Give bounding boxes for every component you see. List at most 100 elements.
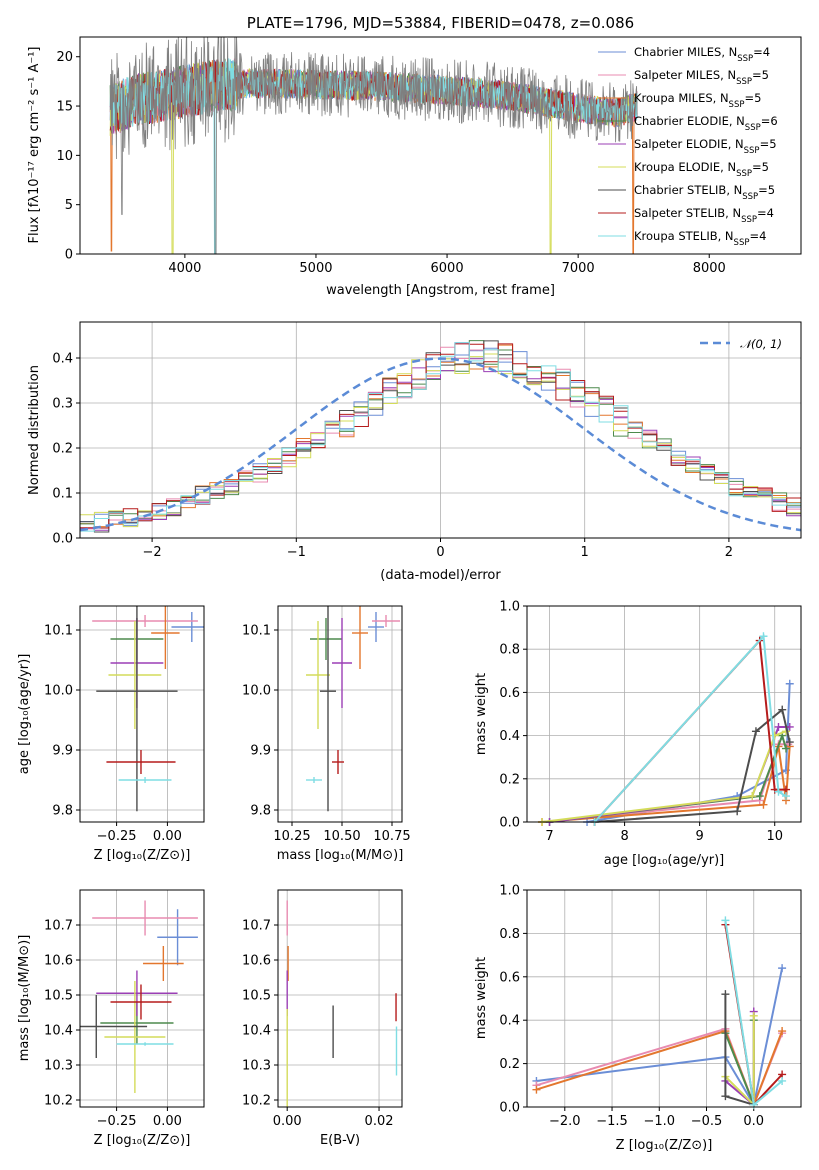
weight-vs-age-panel: 7 8 9 10 0.0 0.2 0.4 0.6 0.8 1.0 age [log₁₀(age/yr… (474, 600, 802, 868)
series-marker (781, 792, 790, 801)
residuals-panel: −2 −1 0 1 2 0.0 0.1 0.2 0.3 0.4 (data-model)/error… (27, 321, 802, 583)
spectrum-xtick-label: 7000 (562, 261, 595, 276)
age-vs-Z-ylabel: age [log₁₀(age/yr)] (17, 654, 32, 775)
weight-vs-age-ytick-label: 0.6 (499, 686, 520, 701)
mass-vs-EBV-ytick-label: 10.6 (242, 954, 271, 969)
weight-vs-age-xtick-label: 10 (766, 829, 783, 844)
legend-entry: Salpeter MILES, NSSP=5 (634, 68, 769, 87)
legend-entry: Chabrier STELIB, NSSP=5 (634, 183, 775, 202)
series-line (593, 633, 787, 823)
normal-curve-line (80, 357, 801, 532)
residuals-xlabel: (data-model)/error (380, 568, 501, 583)
mass-vs-EBV-ytick-label: 10.3 (242, 1059, 271, 1074)
legend-entry: Chabrier ELODIE, NSSP=6 (634, 114, 778, 133)
mass-vs-EBV-ytick-label: 10.4 (242, 1024, 271, 1039)
series-marker (759, 632, 768, 641)
age-vs-mass-ytick-label: 9.9 (250, 744, 271, 759)
weight-vs-age-frame (526, 605, 802, 823)
residuals-histogram (80, 347, 801, 538)
series-marker (751, 727, 760, 736)
age-vs-Z-points (92, 606, 204, 812)
age-vs-mass-frame (277, 605, 403, 823)
weight-vs-age-ytick-label: 0.8 (499, 643, 520, 658)
age-vs-Z-xtick-label: −0.25 (97, 829, 137, 844)
age-vs-mass-ytick-label: 10.0 (242, 684, 271, 699)
age-vs-Z-xlabel: Z [log₁₀(Z/Z⊙)] (94, 848, 191, 863)
weight-vs-Z-ytick-label: 0.4 (499, 1014, 520, 1029)
weight-vs-Z-xtick-label: −2.0 (549, 1114, 581, 1129)
age-vs-Z-ytick-label: 9.8 (52, 804, 73, 819)
weight-vs-age-ytick-label: 0.2 (499, 772, 520, 787)
mass-vs-EBV-frame (277, 889, 403, 1108)
spectrum-observed-line (109, 37, 638, 254)
weight-vs-age-ytick-label: 0.0 (499, 816, 520, 831)
series-marker (721, 990, 730, 999)
series-marker (532, 1085, 541, 1094)
weight-vs-Z-ytick-label: 0.0 (499, 1101, 520, 1116)
age-vs-mass-panel: 10.25 10.50 10.75 9.8 9.9 10.0 10.1 mass [log₁₀… (242, 605, 411, 863)
residuals-xtick-label: 2 (725, 545, 733, 560)
mass-vs-Z-points (80, 900, 198, 1093)
series-marker (774, 787, 783, 796)
age-vs-mass-xlabel: mass [log₁₀(M/M⊙)] (277, 848, 404, 863)
weight-vs-age-xtick-label: 9 (696, 829, 704, 844)
mass-vs-EBV-panel: 0.00 0.02 10.2 10.3 10.4 10.5 10.6 10.7 E(B-V) (242, 889, 403, 1148)
mass-vs-Z-xtick-label: −0.25 (97, 1114, 137, 1129)
spectrum-title: PLATE=1796, MJD=53884, FIBERID=0478, z=0… (247, 14, 634, 32)
age-vs-Z-ytick-label: 10.1 (44, 624, 73, 639)
series-marker (733, 807, 742, 816)
mass-vs-Z-frame (79, 889, 205, 1108)
series-line (536, 967, 784, 1108)
spectrum-ylabel: Flux [fλ10⁻¹⁷ erg cm⁻² s⁻¹ A⁻¹] (27, 47, 42, 244)
series-marker (781, 744, 790, 753)
age-vs-mass-xtick-label: 10.50 (323, 829, 360, 844)
spectrum-ytick-label: 10 (56, 149, 73, 164)
series-line (541, 730, 787, 823)
residuals-histogram (80, 353, 801, 538)
spectrum-lines (109, 37, 638, 254)
residuals-frame (79, 321, 802, 539)
residuals-xtick-label: 1 (581, 545, 589, 560)
residuals-ytick-label: 0.1 (52, 487, 73, 502)
mass-vs-Z-ytick-label: 10.5 (44, 989, 73, 1004)
series-marker (770, 731, 779, 740)
spectrum-xtick-label: 5000 (299, 261, 332, 276)
weight-vs-age-xtick-label: 7 (545, 829, 553, 844)
legend-entry: Salpeter ELODIE, NSSP=5 (634, 137, 777, 156)
mass-vs-EBV-ytick-label: 10.7 (242, 919, 271, 934)
age-vs-Z-xtick-label: 0.00 (153, 829, 182, 844)
legend-entry: Kroupa ELODIE, NSSP=5 (634, 160, 769, 179)
age-vs-mass-xtick-label: 10.75 (373, 829, 410, 844)
mass-vs-Z-xtick-label: 0.00 (153, 1114, 182, 1129)
mass-vs-Z-ylabel: mass [log₁₀(M/M⊙)] (17, 935, 32, 1062)
series-marker (778, 964, 787, 973)
weight-vs-age-ylabel: mass weight (474, 673, 489, 755)
mass-vs-Z-panel: −0.25 0.00 10.2 10.3 10.4 10.5 10.6 10.7 Z [log₁… (17, 889, 205, 1148)
mass-vs-Z-ytick-label: 10.4 (44, 1024, 73, 1039)
mass-vs-EBV-xtick-label: 0.02 (365, 1114, 394, 1129)
spectrum-model-line (109, 58, 638, 254)
spectrum-xtick-label: 6000 (431, 261, 464, 276)
residuals-xtick-label: −1 (287, 545, 306, 560)
weight-vs-Z-ylabel: mass weight (474, 957, 489, 1039)
series-marker (759, 800, 768, 809)
weight-vs-Z-ytick-label: 0.8 (499, 927, 520, 942)
weight-vs-Z-ytick-label: 0.6 (499, 970, 520, 985)
legend-entry: Salpeter STELIB, NSSP=4 (634, 206, 774, 225)
residuals-ytick-label: 0.2 (52, 442, 73, 457)
series-marker (785, 679, 794, 688)
mass-vs-Z-ytick-label: 10.7 (44, 919, 73, 934)
series-line (541, 743, 789, 823)
spectrum-frame (79, 36, 802, 255)
spectrum-xtick-label: 8000 (693, 261, 726, 276)
weight-vs-age-xlabel: age [log₁₀(age/yr)] (604, 853, 725, 868)
spectrum-ytick-label: 20 (56, 50, 73, 65)
weight-vs-Z-frame (526, 889, 802, 1108)
age-vs-mass-xtick-label: 10.25 (273, 829, 310, 844)
mass-vs-EBV-ytick-label: 10.5 (242, 989, 271, 1004)
series-marker (721, 1092, 730, 1101)
legend-entry: Kroupa STELIB, NSSP=4 (634, 229, 766, 248)
weight-vs-age-ytick-label: 1.0 (499, 600, 520, 615)
mass-vs-EBV-ytick-label: 10.2 (242, 1094, 271, 1109)
age-vs-Z-ytick-label: 10.0 (44, 684, 73, 699)
